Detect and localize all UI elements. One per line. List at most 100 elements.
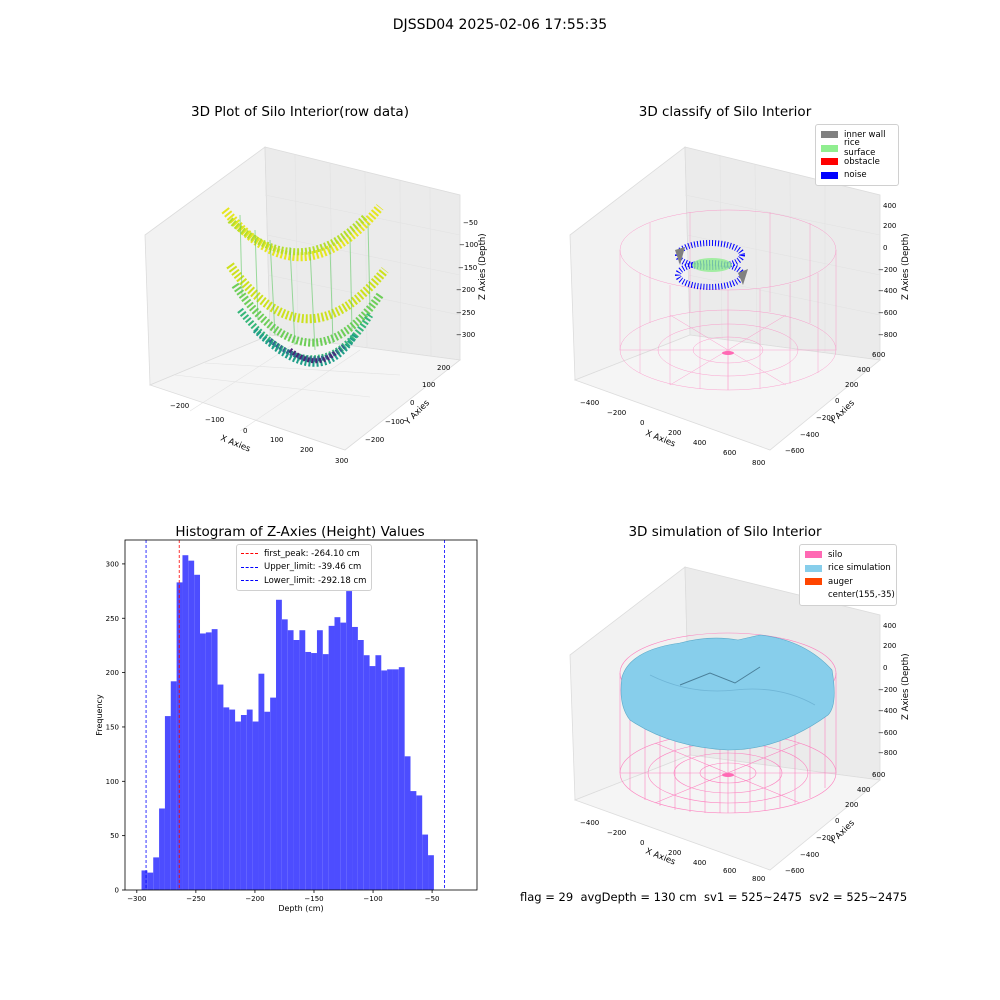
histogram-x-tick-label: −250 bbox=[186, 895, 205, 903]
histogram-bar bbox=[211, 629, 218, 890]
histogram-bar bbox=[346, 591, 353, 890]
raw-ztick: −150 bbox=[458, 264, 477, 272]
classify-xtick: −200 bbox=[607, 409, 626, 417]
legend-label: rice surface bbox=[844, 138, 876, 159]
classify-3d-plot: −400 −200 0 200 400 600 800 −600 −400 −2… bbox=[569, 146, 911, 467]
simulation-ztick: −600 bbox=[878, 729, 897, 737]
legend-label: rice simulation bbox=[828, 563, 891, 574]
histogram-bar bbox=[369, 666, 376, 890]
raw-ztick: −300 bbox=[456, 331, 475, 339]
simulation-xtick: 0 bbox=[640, 839, 644, 847]
histogram-bar bbox=[217, 684, 224, 890]
histogram-y-tick-label: 150 bbox=[106, 723, 119, 731]
histogram-y-tick-label: 100 bbox=[106, 778, 119, 786]
histogram-legend: first_peak: -264.10 cm Upper_limit: -39.… bbox=[236, 544, 372, 591]
histogram-bar bbox=[287, 630, 294, 890]
simulation-xtick: 200 bbox=[668, 849, 681, 857]
classify-ztick: 0 bbox=[883, 244, 887, 252]
raw-point-cloud bbox=[221, 204, 389, 367]
histogram-bar bbox=[205, 632, 212, 890]
legend-line bbox=[241, 566, 258, 568]
histogram-bar bbox=[252, 721, 259, 890]
classify-ytick: −600 bbox=[785, 447, 804, 455]
classify-ztick: −200 bbox=[878, 266, 897, 274]
simulation-ztick: −200 bbox=[878, 686, 897, 694]
histogram-y-tick-label: 300 bbox=[106, 560, 119, 568]
legend-swatch bbox=[805, 592, 822, 599]
classify-xtick: 400 bbox=[693, 439, 706, 447]
histogram-bar bbox=[416, 795, 423, 890]
raw-xtick: 300 bbox=[335, 457, 348, 465]
classify-ytick: −200 bbox=[816, 414, 835, 422]
histogram-bar bbox=[381, 670, 388, 890]
simulation-ztick: −800 bbox=[878, 749, 897, 757]
simulation-ztick: −400 bbox=[878, 707, 897, 715]
histogram-bar bbox=[392, 669, 399, 890]
histogram-x-tick-label: −300 bbox=[127, 895, 146, 903]
legend-swatch bbox=[805, 578, 822, 586]
histogram-bar bbox=[281, 619, 288, 890]
histogram-x-tick-label: −150 bbox=[304, 895, 323, 903]
histogram-y-tick-label: 50 bbox=[110, 832, 119, 840]
histogram-bar bbox=[410, 791, 417, 890]
raw-ztick: −250 bbox=[456, 309, 475, 317]
classify-ytick: −400 bbox=[800, 431, 819, 439]
histogram-x-tick-label: −100 bbox=[363, 895, 382, 903]
legend-entry: noise bbox=[821, 169, 893, 183]
legend-label: center(155,-35) bbox=[828, 590, 895, 601]
simulation-xtick: 800 bbox=[752, 875, 765, 883]
legend-entry: center(155,-35) bbox=[805, 589, 895, 603]
histogram-bar bbox=[311, 653, 317, 890]
classify-xtick: 200 bbox=[668, 429, 681, 437]
simulation-legend: silo rice simulation auger center(155,-3… bbox=[799, 544, 897, 606]
classify-xtick: 800 bbox=[752, 459, 765, 467]
simulation-ytick: 400 bbox=[857, 786, 870, 794]
histogram-x-ticks: −300 −250 −200 −150 −100 −50 bbox=[127, 890, 440, 903]
raw-xlabel: X Axies bbox=[219, 434, 252, 455]
histogram-bar bbox=[299, 630, 306, 890]
legend-swatch bbox=[821, 171, 838, 179]
simulation-ytick: 200 bbox=[845, 801, 858, 809]
histogram-bar bbox=[422, 834, 429, 890]
simulation-auger-center bbox=[722, 773, 734, 777]
histogram-bar bbox=[188, 560, 195, 890]
raw-ytick: 0 bbox=[410, 399, 414, 407]
histogram-bar bbox=[328, 625, 335, 890]
histogram-bar bbox=[223, 707, 230, 890]
legend-label: auger bbox=[828, 576, 853, 587]
simulation-ytick: 0 bbox=[835, 817, 839, 825]
histogram-x-tick-label: −50 bbox=[425, 895, 440, 903]
legend-swatch bbox=[805, 564, 822, 572]
classify-xtick: 0 bbox=[640, 419, 644, 427]
legend-swatch bbox=[821, 158, 838, 166]
classify-ztick: −400 bbox=[878, 287, 897, 295]
legend-entry: inner wall bbox=[821, 128, 893, 142]
stats-footer: flag = 29 avgDepth = 130 cm sv1 = 525~24… bbox=[520, 890, 908, 904]
histogram-y-tick-label: 0 bbox=[115, 887, 119, 895]
raw-ytick: −100 bbox=[385, 418, 404, 426]
histogram-bar bbox=[293, 640, 300, 890]
legend-label: inner wall bbox=[844, 129, 886, 140]
classify-auger-center bbox=[722, 351, 734, 355]
legend-swatch bbox=[821, 144, 838, 152]
raw-xtick: −100 bbox=[205, 416, 224, 424]
simulation-ytick: −600 bbox=[785, 867, 804, 875]
histogram-chart: −300 −250 −200 −150 −100 −50 0 50 100 150 200 250 3… bbox=[95, 539, 478, 913]
classify-plot-title: 3D classify of Silo Interior bbox=[638, 104, 812, 120]
raw-3d-plot: −200 −100 0 100 200 300 −200 −100 0 100 … bbox=[144, 146, 488, 465]
simulation-zlabel: Z Axies (Depth) bbox=[901, 653, 911, 720]
legend-entry: rice surface bbox=[821, 138, 893, 158]
histogram-bar bbox=[258, 673, 265, 890]
histogram-y-ticks: 0 50 100 150 200 250 300 bbox=[106, 560, 125, 895]
legend-entry: Lower_limit: -292.18 cm bbox=[241, 574, 367, 588]
simulation-ylabel: Y Axies bbox=[827, 818, 857, 848]
histogram-bar bbox=[264, 711, 271, 890]
histogram-ylabel: Frequency bbox=[95, 694, 104, 736]
classify-axes-box bbox=[569, 146, 881, 451]
histogram-y-tick-label: 200 bbox=[106, 669, 119, 677]
raw-xtick: 200 bbox=[300, 446, 313, 454]
classify-xtick: −400 bbox=[580, 399, 599, 407]
histogram-bar bbox=[276, 599, 282, 890]
simulation-ztick: 400 bbox=[883, 622, 896, 630]
classify-ytick: 400 bbox=[857, 366, 870, 374]
